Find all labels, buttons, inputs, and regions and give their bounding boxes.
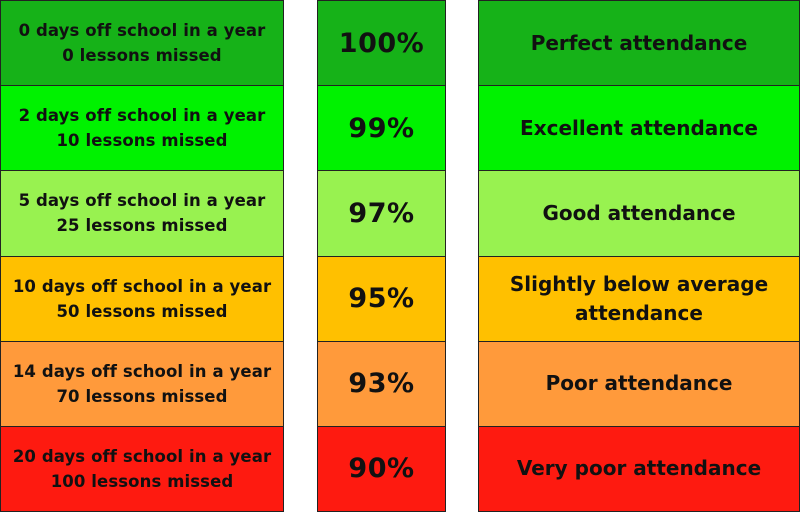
days-missed-column: 0 days off school in a year 0 lessons mi… [0, 0, 284, 513]
lessons-missed-line: 25 lessons missed [56, 216, 228, 236]
days-off-line: 20 days off school in a year [12, 446, 272, 466]
attendance-percent: 95% [348, 283, 415, 315]
rating-cell: Perfect attendance [478, 0, 800, 87]
days-text: 5 days off school in a year 25 lessons m… [19, 188, 266, 238]
days-text: 0 days off school in a year 0 lessons mi… [19, 18, 266, 68]
lessons-missed-line: 100 lessons missed [50, 471, 234, 491]
days-off-line: 10 days off school in a year [12, 276, 272, 296]
attendance-rating: Poor attendance [545, 371, 733, 396]
attendance-rating-column: Perfect attendance Excellent attendance … [478, 0, 800, 513]
days-off-line: 0 days off school in a year [18, 21, 266, 41]
attendance-percent: 100% [338, 27, 425, 59]
days-cell: 0 days off school in a year 0 lessons mi… [0, 0, 284, 87]
lessons-missed-line: 50 lessons missed [56, 301, 228, 321]
rating-cell: Slightly below average attendance [478, 256, 800, 342]
days-off-line: 5 days off school in a year [18, 191, 266, 211]
days-cell: 5 days off school in a year 25 lessons m… [0, 171, 284, 257]
days-cell: 2 days off school in a year 10 lessons m… [0, 86, 284, 172]
attendance-rating: Very poor attendance [516, 456, 762, 481]
rating-cell: Poor attendance [478, 341, 800, 427]
percent-cell: 90% [317, 426, 446, 513]
percent-cell: 100% [317, 0, 446, 87]
days-cell: 20 days off school in a year 100 lessons… [0, 426, 284, 513]
attendance-percent: 90% [348, 453, 415, 485]
attendance-rating: Excellent attendance [520, 115, 758, 140]
rating-cell: Excellent attendance [478, 86, 800, 172]
days-text: 10 days off school in a year 50 lessons … [13, 274, 271, 324]
lessons-missed-line: 70 lessons missed [56, 386, 228, 406]
days-off-line: 2 days off school in a year [18, 106, 266, 126]
percent-cell: 97% [317, 171, 446, 257]
days-text: 20 days off school in a year 100 lessons… [13, 444, 271, 494]
lessons-missed-line: 10 lessons missed [56, 131, 228, 151]
attendance-rating: Slightly below average attendance [509, 271, 769, 325]
days-text: 2 days off school in a year 10 lessons m… [19, 103, 266, 153]
days-cell: 14 days off school in a year 70 lessons … [0, 341, 284, 427]
attendance-rating: Good attendance [542, 200, 736, 225]
days-cell: 10 days off school in a year 50 lessons … [0, 256, 284, 342]
percent-cell: 95% [317, 256, 446, 342]
attendance-percent-column: 100% 99% 97% 95% 93% 90% [317, 0, 446, 513]
percent-cell: 93% [317, 341, 446, 427]
attendance-percent: 99% [348, 112, 415, 144]
lessons-missed-line: 0 lessons missed [62, 46, 222, 66]
attendance-rating: Perfect attendance [530, 30, 748, 55]
rating-cell: Very poor attendance [478, 426, 800, 513]
days-text: 14 days off school in a year 70 lessons … [13, 359, 271, 409]
attendance-percent: 93% [348, 368, 415, 400]
rating-cell: Good attendance [478, 171, 800, 257]
percent-cell: 99% [317, 86, 446, 172]
days-off-line: 14 days off school in a year [12, 361, 272, 381]
attendance-percent: 97% [348, 197, 415, 229]
